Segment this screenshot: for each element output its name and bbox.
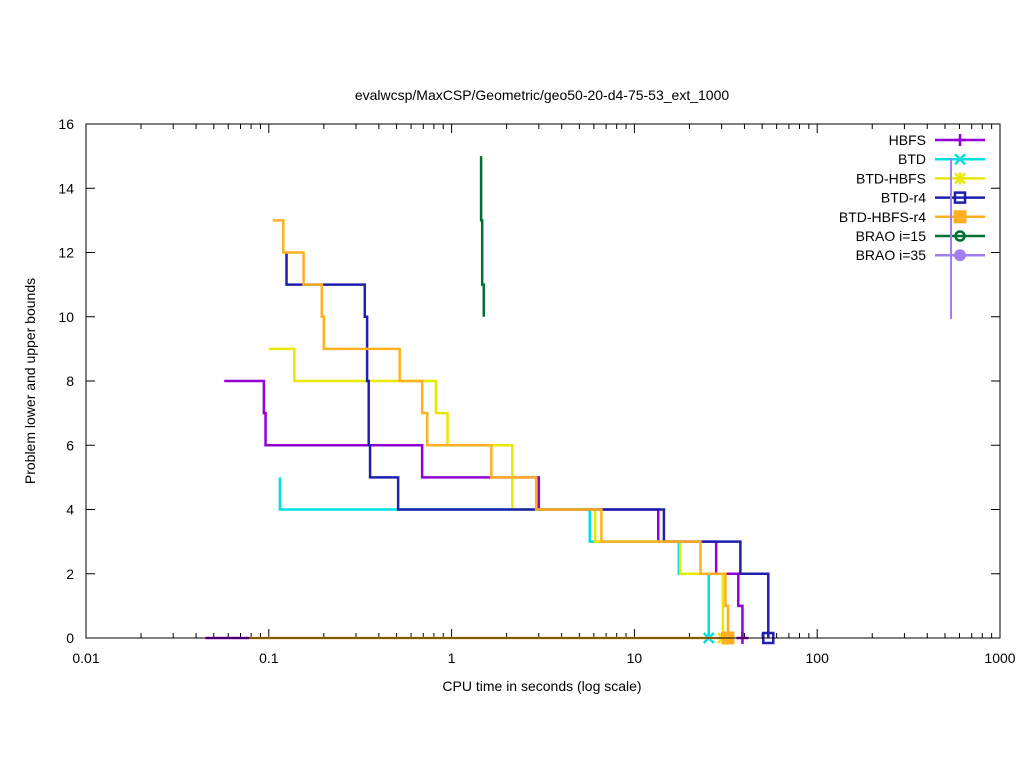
x-axis-label: CPU time in seconds (log scale) — [442, 678, 641, 694]
legend-label: BTD-r4 — [881, 190, 926, 206]
legend-marker-sample — [954, 230, 966, 242]
legend-entry-btd: BTD — [898, 151, 985, 167]
series-btd-r4-upper-bound-line — [285, 252, 770, 638]
legend: HBFS BTD BTD-HBFS BTD-r4 BTD-HBFS-r4 BRAO i=1… — [839, 132, 985, 319]
y-tick-label: 4 — [66, 502, 74, 518]
x-tick-label: 1 — [448, 650, 456, 666]
legend-marker-sample — [953, 191, 967, 204]
series-btd-hbfs-r4-upper-bound-line — [272, 219, 730, 638]
legend-entry-brao-i-15: BRAO i=15 — [856, 228, 985, 244]
series-brao-i-15-upper-bound-line — [479, 156, 486, 317]
legend-marker-sample — [954, 153, 966, 166]
legend-entry-brao-i-35: BRAO i=35 — [856, 247, 985, 263]
legend-label: BTD-HBFS-r4 — [839, 209, 926, 225]
legend-label: HBFS — [889, 132, 926, 148]
legend-entry-hbfs: HBFS — [889, 132, 985, 148]
y-tick-label: 16 — [58, 116, 74, 132]
y-tick-label: 6 — [66, 437, 74, 453]
series-btd-hbfs-upper-bound-line — [268, 347, 725, 638]
legend-entry-btd-hbfs: BTD-HBFS — [856, 170, 985, 186]
y-tick-label: 8 — [66, 373, 74, 389]
legend-label: BTD — [898, 151, 926, 167]
legend-marker-sample — [954, 134, 966, 146]
x-tick-label: 0.1 — [259, 650, 279, 666]
legend-label: BRAO i=35 — [856, 247, 927, 263]
x-tick-label: 10 — [627, 650, 643, 666]
tick-labels: 0.01 0.1 1 10 100 1000 0 2 4 6 8 10 12 14 16 — [58, 116, 1015, 666]
series-brao-i-15 — [479, 156, 486, 317]
x-tick-label: 0.01 — [72, 650, 99, 666]
chart-title: evalwcsp/MaxCSP/Geometric/geo50-20-d4-75… — [355, 87, 730, 103]
legend-entry-btd-r4: BTD-r4 — [881, 190, 985, 206]
y-tick-label: 10 — [58, 309, 74, 325]
x-tick-label: 100 — [806, 650, 830, 666]
legend-marker-sample — [953, 210, 967, 224]
plot-frame — [85, 123, 1001, 639]
x-tick-label: 1000 — [984, 650, 1015, 666]
legend-label: BTD-HBFS — [856, 170, 926, 186]
legend-entry-btd-hbfs-r4: BTD-HBFS-r4 — [839, 209, 985, 225]
y-tick-label: 0 — [66, 630, 74, 646]
legend-label: BRAO i=15 — [856, 228, 927, 244]
y-tick-label: 14 — [58, 180, 74, 196]
y-axis-label: Problem lower and upper bounds — [22, 278, 38, 484]
y-tick-label: 2 — [66, 566, 74, 582]
legend-marker-sample — [954, 249, 966, 262]
y-tick-label: 12 — [58, 245, 74, 261]
legend-marker-sample — [954, 172, 966, 185]
